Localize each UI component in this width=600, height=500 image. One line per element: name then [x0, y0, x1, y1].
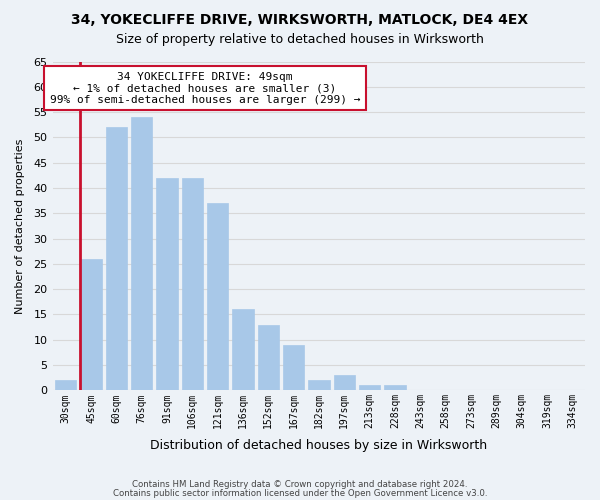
- Text: Contains public sector information licensed under the Open Government Licence v3: Contains public sector information licen…: [113, 489, 487, 498]
- Bar: [131, 117, 152, 390]
- Bar: [384, 386, 406, 390]
- Bar: [334, 375, 355, 390]
- Bar: [308, 380, 330, 390]
- Bar: [359, 386, 380, 390]
- Bar: [55, 380, 76, 390]
- Bar: [182, 178, 203, 390]
- Text: 34 YOKECLIFFE DRIVE: 49sqm
← 1% of detached houses are smaller (3)
99% of semi-d: 34 YOKECLIFFE DRIVE: 49sqm ← 1% of detac…: [50, 72, 360, 105]
- Bar: [283, 345, 304, 391]
- Bar: [80, 259, 102, 390]
- Text: 34, YOKECLIFFE DRIVE, WIRKSWORTH, MATLOCK, DE4 4EX: 34, YOKECLIFFE DRIVE, WIRKSWORTH, MATLOC…: [71, 12, 529, 26]
- Text: Size of property relative to detached houses in Wirksworth: Size of property relative to detached ho…: [116, 32, 484, 46]
- Text: Contains HM Land Registry data © Crown copyright and database right 2024.: Contains HM Land Registry data © Crown c…: [132, 480, 468, 489]
- Bar: [207, 203, 229, 390]
- Bar: [232, 310, 254, 390]
- Y-axis label: Number of detached properties: Number of detached properties: [15, 138, 25, 314]
- Bar: [257, 324, 279, 390]
- Bar: [106, 128, 127, 390]
- X-axis label: Distribution of detached houses by size in Wirksworth: Distribution of detached houses by size …: [151, 440, 488, 452]
- Bar: [156, 178, 178, 390]
